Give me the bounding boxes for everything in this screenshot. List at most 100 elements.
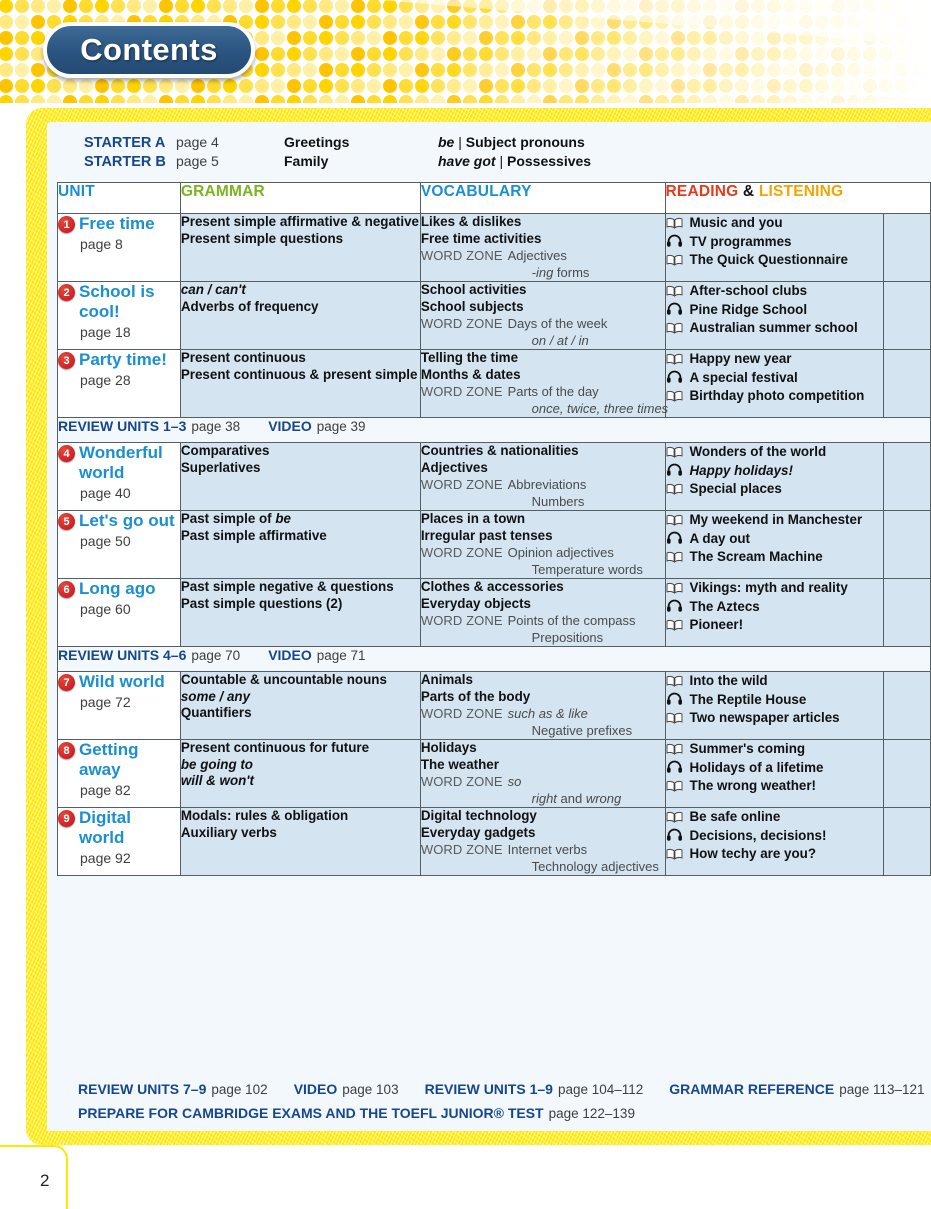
vocabulary-line: Digital technology: [420, 808, 537, 823]
grammar-line: Past simple of be: [180, 511, 291, 526]
book-icon: [666, 582, 682, 594]
unit-cell[interactable]: 5 Let's go out page 50: [57, 510, 181, 579]
book-icon: [666, 712, 682, 724]
reading-listening-text: Two newspaper articles: [689, 710, 840, 725]
footer-label[interactable]: VIDEO: [293, 1081, 338, 1097]
grammar-line: some / any: [180, 688, 251, 704]
column-header-listening-label: LISTENING: [758, 183, 844, 200]
starter-page: page 4: [176, 134, 219, 150]
word-zone-item: so: [507, 774, 522, 789]
grammar-cell: Comparatives Superlatives: [179, 442, 421, 511]
footer-label[interactable]: GRAMMAR REFERENCE: [669, 1081, 835, 1097]
reading-listening-row: Australian summer school: [666, 319, 884, 337]
footer-page: page 113–121: [839, 1082, 925, 1097]
grammar-line: Superlatives: [180, 459, 261, 475]
review-strip-row: REVIEW UNITS 1–3 page 38 VIDEO page 39: [57, 417, 931, 443]
word-zone-item: Opinion adjectives: [507, 545, 614, 560]
starter-grammar-rest: Possessives: [507, 153, 592, 169]
footer-row-exams: PREPARE FOR CAMBRIDGE EXAMS AND THE TOEF…: [78, 1105, 931, 1129]
vocabulary-line: School activities: [420, 282, 527, 297]
unit-heading: 9 Digital world: [58, 808, 180, 848]
unit-number-badge: 9: [58, 810, 75, 827]
reading-listening-text: Special places: [689, 481, 782, 496]
footer-page: page 103: [342, 1082, 399, 1097]
unit-cell[interactable]: 9 Digital world page 92: [57, 807, 181, 876]
review-label[interactable]: VIDEO: [268, 418, 312, 434]
vocabulary-cell: Places in a town Irregular past tenses WOR…: [419, 510, 666, 579]
word-zone-tag: WORD ZONE: [420, 774, 503, 789]
footer-page: page 102: [211, 1082, 268, 1097]
word-zone-tag: WORD ZONE: [420, 545, 503, 560]
review-page: page 39: [316, 419, 366, 434]
reading-listening-row: TV programmes: [666, 233, 884, 251]
word-zone: WORD ZONE Internet verbs Technology adject…: [421, 842, 665, 875]
vocabulary-line: Countries & nationalities: [420, 443, 579, 458]
unit-cell[interactable]: 7 Wild world page 72: [57, 671, 181, 740]
review-strip-cell: REVIEW UNITS 4–6 page 70 VIDEO page 71: [57, 646, 931, 672]
unit-page: page 92: [80, 850, 131, 866]
word-zone-item: Prepositions: [531, 629, 604, 645]
reading-listening-text: TV programmes: [689, 233, 792, 249]
word-zone-item: right and wrong: [531, 790, 622, 806]
column-header-reading-label: READING: [665, 183, 739, 200]
contents-title-badge: Contents: [43, 22, 255, 78]
review-label[interactable]: REVIEW UNITS 4–6: [58, 647, 187, 663]
starter-grammar-rest: Subject pronouns: [465, 134, 585, 150]
reading-listening-cell: Happy new year A special festival Birthday…: [664, 349, 885, 418]
unit-cell[interactable]: 2 School is cool! page 18: [57, 281, 181, 350]
word-zone: WORD ZONE so right and wrong: [421, 774, 665, 807]
book-icon: [666, 551, 682, 563]
column-header-grammar: GRAMMAR: [179, 182, 421, 214]
unit-row: 4 Wonderful world page 40 Comparatives Super…: [57, 442, 931, 511]
book-icon: [666, 285, 682, 297]
starter-row: STARTER A page 4 Greetings be | Subject …: [84, 134, 931, 153]
word-zone-tag: WORD ZONE: [420, 316, 503, 331]
vocabulary-line: Clothes & accessories: [420, 579, 564, 594]
vocabulary-line: School subjects: [420, 298, 524, 314]
unit-cell[interactable]: 6 Long ago page 60: [57, 578, 181, 647]
unit-cell[interactable]: 1 Free time page 8: [57, 213, 181, 282]
footer-label[interactable]: REVIEW UNITS 7–9: [78, 1081, 207, 1097]
vocabulary-line: Holidays: [420, 740, 477, 755]
unit-page: page 28: [80, 372, 131, 388]
word-zone-item: Negative prefixes: [531, 722, 633, 738]
reading-listening-cell: Into the wild The Reptile House Two newspa…: [664, 671, 885, 740]
table-body: 1 Free time page 8 Present simple affirmati…: [57, 213, 931, 876]
footer-label[interactable]: REVIEW UNITS 1–9: [424, 1081, 553, 1097]
review-page: page 71: [316, 648, 366, 663]
vocabulary-line: Everyday gadgets: [420, 824, 536, 840]
unit-cell[interactable]: 3 Party time! page 28: [57, 349, 181, 418]
word-zone: WORD ZONE Parts of the day once, twice, th…: [421, 384, 668, 417]
word-zone-item: Points of the compass: [507, 613, 636, 628]
column-header-grammar-label: GRAMMAR: [180, 183, 265, 200]
review-strip-row: REVIEW UNITS 4–6 page 70 VIDEO page 71: [57, 646, 931, 672]
unit-heading: 3 Party time!: [58, 350, 180, 370]
unit-cell[interactable]: 8 Getting away page 82: [57, 739, 181, 808]
word-zone-tag: WORD ZONE: [420, 477, 503, 492]
extra-cell: [883, 281, 931, 350]
unit-title: Digital world: [79, 808, 131, 847]
page-title: Contents: [80, 32, 218, 67]
review-label[interactable]: REVIEW UNITS 1–3: [58, 418, 187, 434]
reading-listening-cell: Vikings: myth and reality The Aztecs Pione…: [664, 578, 885, 647]
headphones-icon: [666, 463, 682, 476]
reading-listening-text: Happy new year: [689, 351, 792, 366]
footer-label[interactable]: PREPARE FOR CAMBRIDGE EXAMS AND THE TOEF…: [78, 1105, 544, 1121]
reading-listening-row: Two newspaper articles: [666, 709, 884, 727]
unit-cell[interactable]: 4 Wonderful world page 40: [57, 442, 181, 511]
grammar-line: Countable & uncountable nouns: [180, 672, 387, 687]
book-icon: [666, 322, 682, 334]
vocabulary-cell: Digital technology Everyday gadgets WORD Z…: [419, 807, 666, 876]
grammar-cell: Past simple negative & questions Past sim…: [179, 578, 421, 647]
reading-listening-cell: My weekend in Manchester A day out The Scr…: [664, 510, 885, 579]
grammar-line: Past simple negative & questions: [180, 579, 394, 594]
unit-page: page 72: [80, 694, 131, 710]
extra-cell: [883, 807, 931, 876]
unit-row: 1 Free time page 8 Present simple affirmati…: [57, 213, 931, 282]
column-header-unit-label: UNIT: [58, 183, 95, 200]
reading-listening-row: Holidays of a lifetime: [666, 759, 884, 777]
grammar-cell: Countable & uncountable nouns some / any Q…: [179, 671, 421, 740]
word-zone-items: Adjectives -ing forms: [508, 248, 590, 281]
review-label[interactable]: VIDEO: [268, 647, 312, 663]
grammar-cell: can / can't Adverbs of frequency: [179, 281, 421, 350]
